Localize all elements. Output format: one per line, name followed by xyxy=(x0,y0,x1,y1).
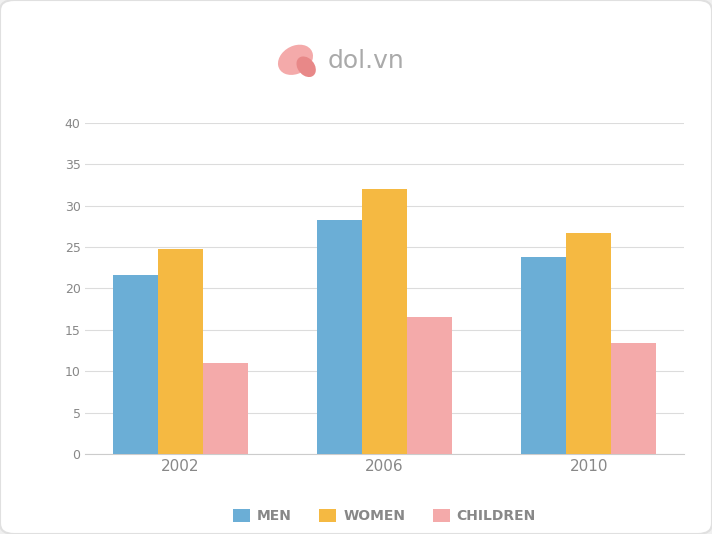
Bar xyxy=(567,233,612,454)
Bar xyxy=(612,343,656,454)
Legend: MEN, WOMEN, CHILDREN: MEN, WOMEN, CHILDREN xyxy=(228,504,541,529)
Ellipse shape xyxy=(296,57,316,77)
Bar xyxy=(521,257,567,454)
Bar xyxy=(317,219,362,454)
Bar xyxy=(112,275,157,454)
Bar xyxy=(362,189,407,454)
Bar xyxy=(157,249,202,454)
Bar xyxy=(407,317,452,454)
Text: dol.vn: dol.vn xyxy=(328,50,404,73)
Ellipse shape xyxy=(278,45,313,75)
Bar xyxy=(202,363,248,454)
